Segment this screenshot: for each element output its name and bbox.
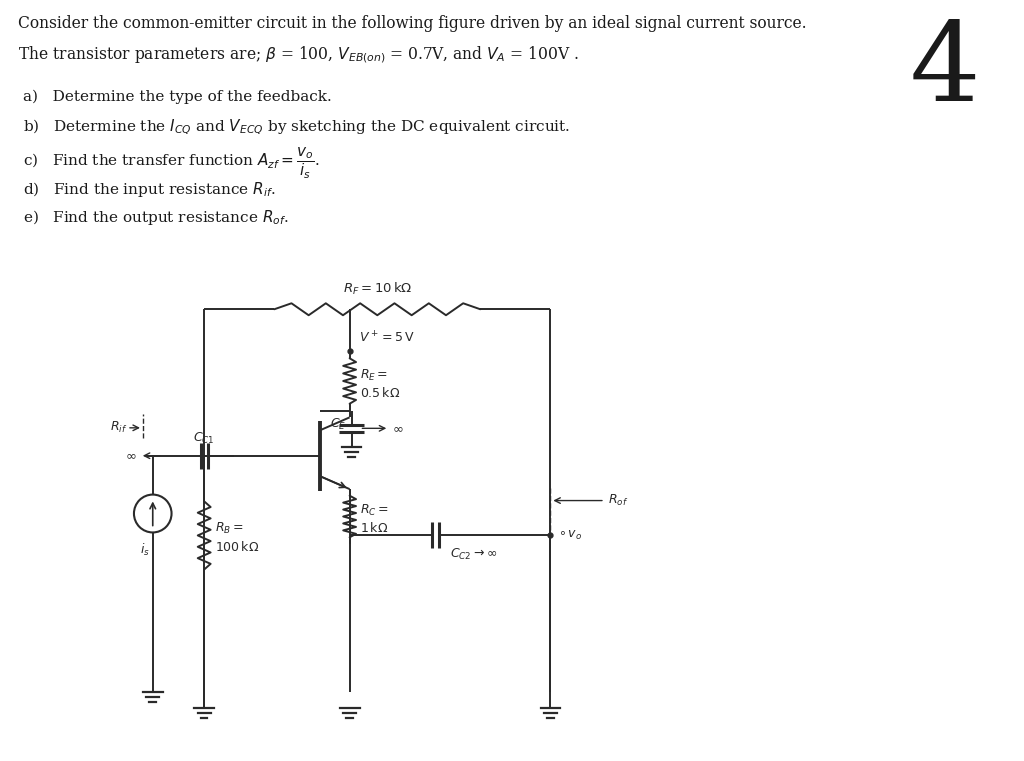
Text: $R_B=$: $R_B=$ (215, 521, 244, 536)
Text: $i_s$: $i_s$ (140, 541, 150, 558)
Text: $0.5\,\mathrm{k}\Omega$: $0.5\,\mathrm{k}\Omega$ (360, 386, 400, 400)
Text: e)   Find the output resistance $R_{of}$.: e) Find the output resistance $R_{of}$. (24, 208, 289, 227)
Text: $\infty$: $\infty$ (125, 449, 137, 462)
Text: $\infty$: $\infty$ (392, 422, 403, 435)
Text: $C_{C2} \to \infty$: $C_{C2} \to \infty$ (450, 547, 498, 562)
Text: $C_{C1}$: $C_{C1}$ (194, 431, 215, 446)
Text: $R_{of}$: $R_{of}$ (608, 493, 628, 508)
Text: $V^+=5\,\mathrm{V}$: $V^+=5\,\mathrm{V}$ (358, 330, 415, 345)
Text: 4: 4 (910, 18, 981, 124)
Text: $100\,\mathrm{k}\Omega$: $100\,\mathrm{k}\Omega$ (215, 540, 259, 555)
Text: $R_{if}$: $R_{if}$ (111, 420, 128, 435)
Text: c)   Find the transfer function $A_{zf} = \dfrac{v_o}{i_s}$.: c) Find the transfer function $A_{zf} = … (24, 146, 319, 181)
Text: Consider the common-emitter circuit in the following figure driven by an ideal s: Consider the common-emitter circuit in t… (18, 15, 807, 32)
Text: $R_E=$: $R_E=$ (360, 368, 389, 383)
Text: b)   Determine the $I_{CQ}$ and $V_{ECQ}$ by sketching the DC equivalent circuit: b) Determine the $I_{CQ}$ and $V_{ECQ}$ … (24, 118, 570, 137)
Text: $C_E$: $C_E$ (331, 417, 347, 432)
Text: $R_C=$: $R_C=$ (360, 503, 389, 518)
Text: $R_F = 10\,\mathrm{k}\Omega$: $R_F = 10\,\mathrm{k}\Omega$ (343, 282, 412, 298)
Text: $1\,\mathrm{k}\Omega$: $1\,\mathrm{k}\Omega$ (360, 521, 389, 536)
Text: $\circ\, v_o$: $\circ\, v_o$ (558, 529, 583, 542)
Text: a)   Determine the type of the feedback.: a) Determine the type of the feedback. (24, 90, 332, 104)
Text: The transistor parameters are; $\beta$ = 100, $V_{EB(on)}$ = 0.7V, and $V_A$ = 1: The transistor parameters are; $\beta$ =… (18, 44, 580, 65)
Text: d)   Find the input resistance $R_{if}$.: d) Find the input resistance $R_{if}$. (24, 180, 275, 199)
